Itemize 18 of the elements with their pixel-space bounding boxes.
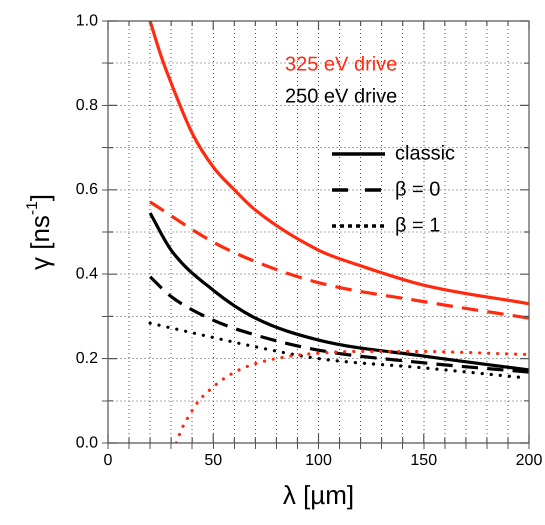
legend-label: β = 0 bbox=[395, 178, 440, 201]
y-tick-label: 0.4 bbox=[76, 266, 98, 283]
y-tick-label: 0.6 bbox=[76, 181, 98, 198]
y-tick-label: 0.2 bbox=[76, 350, 98, 368]
x-axis-title: λ [µm] bbox=[282, 480, 354, 510]
y-axis-title: γ [ns-1] bbox=[24, 194, 56, 270]
legend-label: β = 1 bbox=[395, 214, 440, 237]
x-tick-label: 50 bbox=[204, 452, 222, 470]
legend-label: classic bbox=[395, 142, 456, 165]
y-tick-label: 1.0 bbox=[76, 12, 98, 30]
annotation: 250 eV drive bbox=[285, 86, 398, 108]
x-tick-label: 150 bbox=[410, 452, 438, 470]
y-tick-label: 0.0 bbox=[76, 434, 98, 452]
x-tick-label: 100 bbox=[305, 452, 332, 470]
y-tick-label: 0.8 bbox=[76, 96, 98, 114]
x-tick-label: 200 bbox=[516, 452, 542, 470]
annotation: 325 eV drive bbox=[285, 54, 398, 76]
x-tick-label: 0 bbox=[104, 452, 113, 470]
